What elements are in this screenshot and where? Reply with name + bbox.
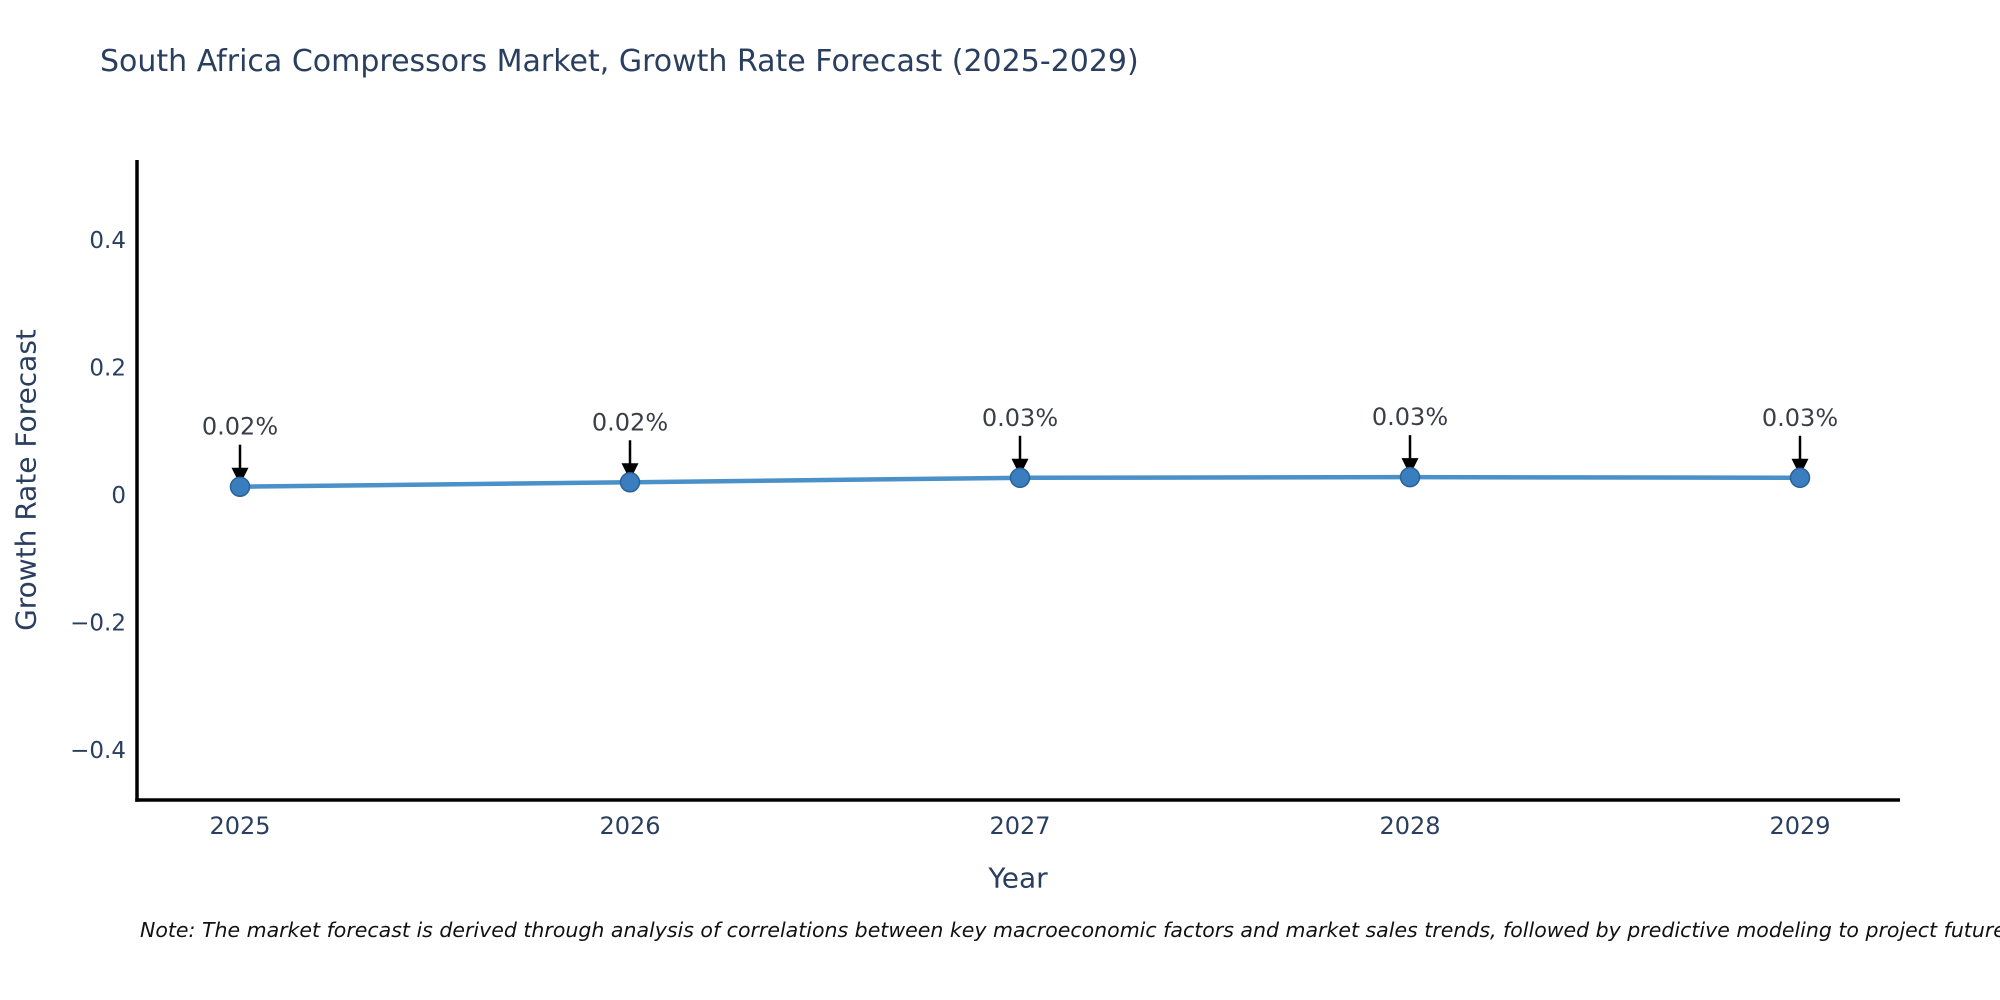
data-point — [1789, 467, 1811, 489]
annotation-label: 0.03% — [982, 404, 1058, 432]
annotation-arrowhead — [231, 467, 249, 485]
data-point — [1399, 466, 1421, 488]
data-point — [619, 472, 641, 493]
annotation-arrowhead — [1791, 458, 1809, 476]
chart-title: South Africa Compressors Market, Growth … — [100, 44, 1139, 79]
y-axis-tick-label: 0.2 — [89, 356, 126, 382]
x-axis-tick-label: 2028 — [1379, 812, 1440, 840]
footnote: Note: The market forecast is derived thr… — [140, 918, 2000, 942]
data-point — [1009, 467, 1031, 489]
x-axis-tick-label: 2025 — [209, 812, 270, 840]
x-axis-title: Year — [988, 861, 1048, 895]
annotation-label: 0.03% — [1372, 403, 1448, 431]
annotation-arrowhead — [1401, 458, 1419, 476]
x-axis-tick-label: 2027 — [989, 812, 1050, 840]
y-axis-tick-label: 0.4 — [89, 228, 126, 254]
annotation-label: 0.02% — [202, 413, 278, 441]
annotation-arrowhead — [621, 463, 639, 481]
y-axis-tick-label: 0 — [111, 483, 126, 509]
annotation-arrowhead — [1011, 458, 1029, 476]
y-axis-tick-label: −0.4 — [70, 738, 126, 764]
data-point — [229, 476, 251, 497]
annotation-label: 0.03% — [1762, 404, 1838, 432]
annotation-label: 0.02% — [592, 408, 668, 436]
x-axis-tick-label: 2029 — [1769, 812, 1830, 840]
y-axis-tick-label: −0.2 — [70, 611, 126, 637]
x-axis-tick-label: 2026 — [599, 812, 660, 840]
